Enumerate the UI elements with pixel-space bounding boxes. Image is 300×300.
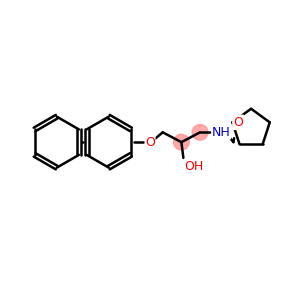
Text: OH: OH (184, 160, 204, 173)
Circle shape (192, 124, 208, 140)
Text: O: O (145, 136, 155, 148)
Circle shape (174, 134, 189, 150)
Text: O: O (233, 116, 243, 129)
Text: NH: NH (212, 126, 231, 139)
